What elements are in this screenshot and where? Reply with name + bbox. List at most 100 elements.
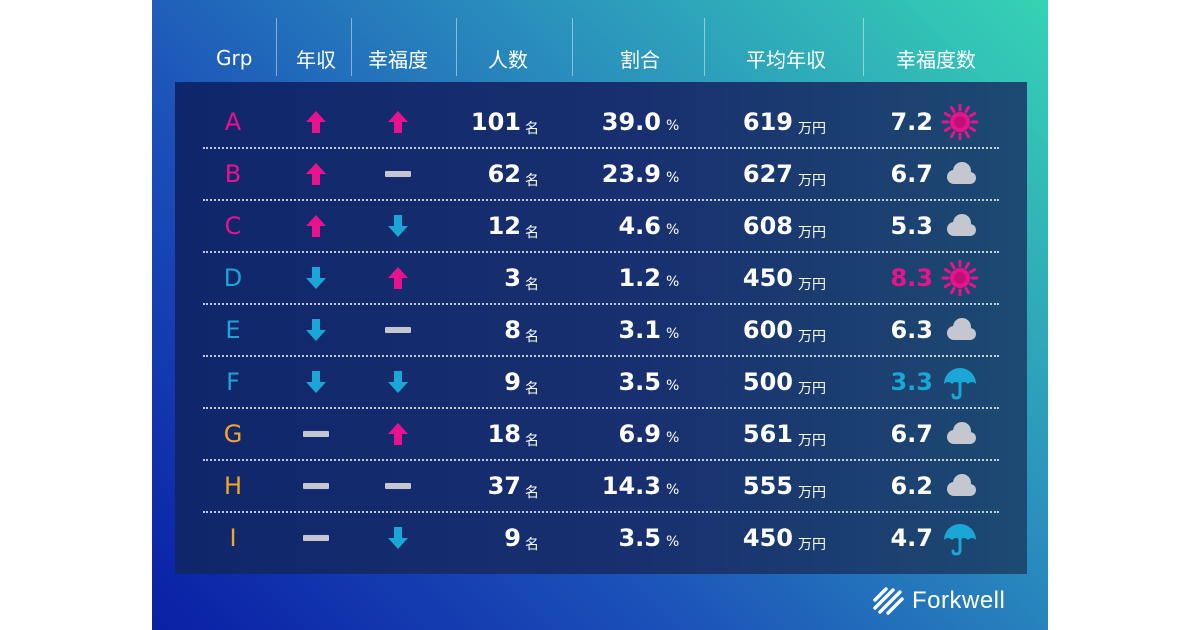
umbrella-icon (944, 368, 976, 400)
header-people: 人数 (488, 47, 528, 72)
happiness-score: 7.2 (890, 108, 933, 136)
row-divider (203, 355, 999, 357)
group-letter: B (224, 160, 242, 188)
row-divider (203, 251, 999, 253)
header-divider (572, 18, 573, 76)
group-letter: E (225, 316, 241, 344)
ratio-value: 6.9 (618, 420, 661, 448)
happiness-trend (384, 212, 412, 244)
happiness-trend (384, 108, 412, 140)
happiness-trend (384, 524, 412, 556)
table-row: D 3 名 1.2% 450 万円 8.3 (175, 252, 1027, 305)
income-trend-flat-icon (303, 483, 329, 489)
weather-indicator (940, 259, 980, 297)
happiness-trend (384, 316, 412, 348)
income-trend-up-icon (306, 163, 326, 185)
happiness-trend-up-icon (388, 111, 408, 133)
people-count: 3 (504, 264, 521, 292)
header-income: 年収 (296, 47, 336, 72)
cloud-icon (947, 474, 976, 496)
group-letter: I (229, 524, 237, 552)
income-trend-flat-icon (303, 535, 329, 541)
happiness-score: 6.7 (890, 160, 933, 188)
ratio-unit: % (666, 326, 680, 342)
umbrella-icon (944, 524, 976, 556)
avg-income-value: 608 (742, 212, 793, 240)
header-divider (863, 18, 864, 76)
happiness-trend (384, 472, 412, 504)
ratio-unit: % (666, 118, 680, 134)
income-trend (302, 472, 330, 504)
avg-income-unit: 万円 (798, 225, 826, 241)
row-divider (203, 511, 999, 513)
income-trend-down-icon (306, 267, 326, 289)
happiness-score: 5.3 (890, 212, 933, 240)
ratio-value: 3.5 (618, 368, 661, 396)
people-count: 12 (487, 212, 521, 240)
people-unit: 名 (525, 225, 539, 241)
weather-indicator (940, 364, 980, 400)
header-happiness-score: 幸福度数 (896, 47, 976, 72)
income-trend (302, 108, 330, 140)
happiness-score: 6.2 (890, 472, 933, 500)
ratio-value: 14.3 (601, 472, 661, 500)
ratio-value: 3.5 (618, 524, 661, 552)
sun-icon (941, 259, 979, 297)
weather-indicator (940, 208, 980, 244)
weather-indicator (940, 312, 980, 348)
ratio-value: 39.0 (601, 108, 661, 136)
table-row: B 62 名 23.9% 627 万円 6.7 (175, 148, 1027, 201)
happiness-trend (384, 368, 412, 400)
header-divider (276, 18, 277, 76)
ratio-unit: % (666, 274, 680, 290)
ratio-value: 23.9 (601, 160, 661, 188)
avg-income-value: 561 (742, 420, 793, 448)
avg-income-value: 600 (742, 316, 793, 344)
row-divider (203, 407, 999, 409)
group-letter: A (224, 108, 242, 136)
avg-income-value: 619 (742, 108, 793, 136)
income-trend (302, 264, 330, 296)
row-divider (203, 199, 999, 201)
brand-name: Forkwell (912, 587, 1006, 614)
people-unit: 名 (525, 173, 539, 189)
avg-income-value: 500 (742, 368, 793, 396)
table-row: A 101 名 39.0% 619 万円 7.2 (175, 96, 1027, 149)
income-trend (302, 316, 330, 348)
people-unit: 名 (525, 485, 539, 501)
happiness-trend-up-icon (388, 267, 408, 289)
income-trend-flat-icon (303, 431, 329, 437)
ratio-unit: % (666, 222, 680, 238)
happiness-trend-down-icon (388, 527, 408, 549)
income-trend-down-icon (306, 319, 326, 341)
avg-income-unit: 万円 (798, 329, 826, 345)
income-trend (302, 524, 330, 556)
ratio-unit: % (666, 378, 680, 394)
table-row: C 12 名 4.6% 608 万円 5.3 (175, 200, 1027, 253)
people-count: 37 (487, 472, 521, 500)
people-unit: 名 (525, 121, 539, 137)
income-trend-down-icon (306, 371, 326, 393)
happiness-trend-flat-icon (385, 171, 411, 177)
header-divider (704, 18, 705, 76)
people-unit: 名 (525, 537, 539, 553)
ratio-value: 1.2 (618, 264, 661, 292)
income-trend (302, 160, 330, 192)
cloud-icon (947, 318, 976, 340)
happiness-score: 3.3 (890, 368, 933, 396)
row-divider (203, 459, 999, 461)
header-grp: Grp (216, 46, 253, 70)
income-trend (302, 420, 330, 452)
avg-income-unit: 万円 (798, 433, 826, 449)
people-count: 101 (470, 108, 521, 136)
ratio-value: 4.6 (618, 212, 661, 240)
happiness-score: 6.3 (890, 316, 933, 344)
happiness-trend (384, 264, 412, 296)
people-count: 18 (487, 420, 521, 448)
avg-income-value: 555 (742, 472, 793, 500)
happiness-score: 4.7 (890, 524, 933, 552)
weather-indicator (940, 520, 980, 556)
group-letter: C (224, 212, 242, 240)
weather-indicator (940, 156, 980, 192)
people-unit: 名 (525, 329, 539, 345)
